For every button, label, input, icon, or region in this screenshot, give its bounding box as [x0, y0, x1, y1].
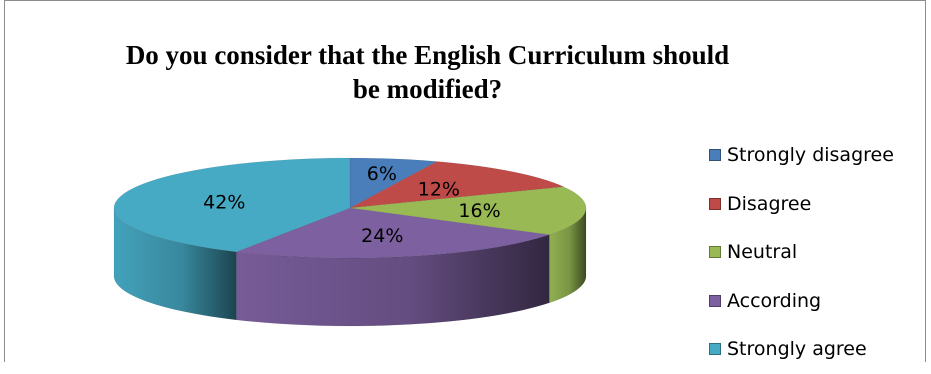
pie-label-strongly-agree: 42%: [203, 192, 245, 214]
pie-slice-disagree: [349, 161, 565, 209]
pie-side-walls: [113, 207, 587, 327]
legend-item-disagree: Disagree: [709, 180, 894, 229]
pie-top-faces: [113, 157, 587, 259]
legend-label-strongly-disagree: Strongly disagree: [727, 144, 894, 167]
legend-item-according: According: [709, 277, 894, 326]
pie-label-neutral: 16%: [458, 200, 500, 222]
legend-swatch-strongly-disagree: [709, 149, 721, 162]
pie-side-shade-strongly-agree: [114, 208, 237, 320]
legend-swatch-according: [709, 294, 721, 307]
chart-title-line-2: be modified?: [352, 74, 503, 104]
legend-label-strongly-agree: Strongly agree: [727, 338, 867, 361]
legend-label-disagree: Disagree: [727, 192, 812, 215]
pie-label-disagree: 12%: [418, 178, 460, 200]
legend-swatch-disagree: [709, 197, 721, 210]
pie-slice-according: [236, 207, 550, 259]
legend-swatch-strongly-agree: [709, 343, 721, 356]
pie-side-shade-according: [236, 234, 550, 327]
chart-title-line-1: Do you consider that the English Curricu…: [125, 40, 730, 70]
pie-label-strongly-disagree: 6%: [367, 163, 397, 185]
pie-percent-labels: 6% 12%16% 24% 42%: [203, 163, 501, 247]
pie-label-according: 24%: [361, 225, 403, 247]
legend-swatch-neutral: [709, 246, 721, 259]
legend-item-strongly-disagree: Strongly disagree: [709, 131, 894, 180]
legend-label-neutral: Neutral: [727, 241, 798, 264]
pie-side-shade-neutral: [549, 208, 586, 303]
legend-item-strongly-agree: Strongly agree: [709, 325, 894, 374]
legend-item-neutral: Neutral: [709, 228, 894, 277]
legend: Strongly disagree Disagree Neutral Accor…: [709, 131, 894, 374]
pie-slice-neutral: [349, 186, 587, 236]
legend-label-according: According: [727, 289, 822, 312]
chart-title: Do you consider that the English Curricu…: [0, 38, 855, 106]
pie-slice-strongly-disagree: [349, 157, 438, 209]
pie-chart: 6% 12%16% 24% 42%: [113, 157, 587, 327]
pie-slice-strongly-agree: [113, 157, 351, 253]
